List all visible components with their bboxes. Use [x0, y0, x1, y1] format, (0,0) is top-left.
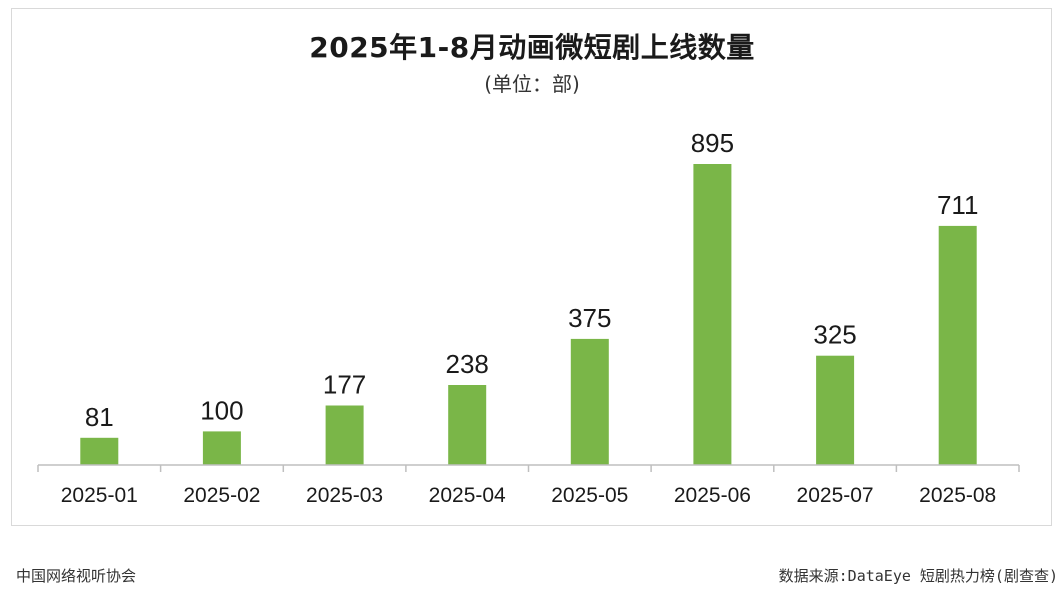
- x-tick-label-2025-06: 2025-06: [674, 484, 751, 507]
- chart-frame: [11, 8, 1052, 526]
- data-label-2025-07: 325: [813, 320, 856, 350]
- data-label-2025-08: 711: [937, 190, 978, 220]
- data-label-2025-01: 81: [85, 402, 114, 432]
- x-tick-label-2025-08: 2025-08: [919, 484, 996, 507]
- data-label-2025-05: 375: [568, 303, 611, 333]
- footer-organization: 中国网络视听协会: [16, 567, 137, 585]
- footer-source: 数据来源:DataEye 短剧热力榜(剧查查): [778, 567, 1058, 585]
- bar-2025-06: [693, 164, 732, 465]
- chart-subtitle: (单位：部): [484, 72, 580, 96]
- x-tick-label-2025-05: 2025-05: [551, 484, 628, 507]
- bar-2025-03: [325, 405, 364, 465]
- x-tick-label-2025-07: 2025-07: [797, 484, 874, 507]
- x-tick-label-2025-02: 2025-02: [183, 484, 260, 507]
- chart-title: 2025年1-8月动画微短剧上线数量: [309, 31, 755, 64]
- x-tick-label-2025-03: 2025-03: [306, 484, 383, 507]
- bar-2025-01: [80, 437, 119, 465]
- data-label-2025-02: 100: [200, 395, 243, 425]
- data-label-2025-04: 238: [446, 349, 489, 379]
- data-label-2025-03: 177: [323, 370, 366, 400]
- x-tick-label-2025-04: 2025-04: [429, 484, 506, 507]
- bar-2025-05: [570, 338, 609, 465]
- bar-2025-02: [202, 431, 241, 465]
- bar-2025-04: [448, 385, 487, 465]
- bar-2025-08: [938, 225, 977, 465]
- bar-2025-07: [816, 355, 855, 465]
- x-tick-label-2025-01: 2025-01: [61, 484, 138, 507]
- data-label-2025-06: 895: [691, 128, 734, 158]
